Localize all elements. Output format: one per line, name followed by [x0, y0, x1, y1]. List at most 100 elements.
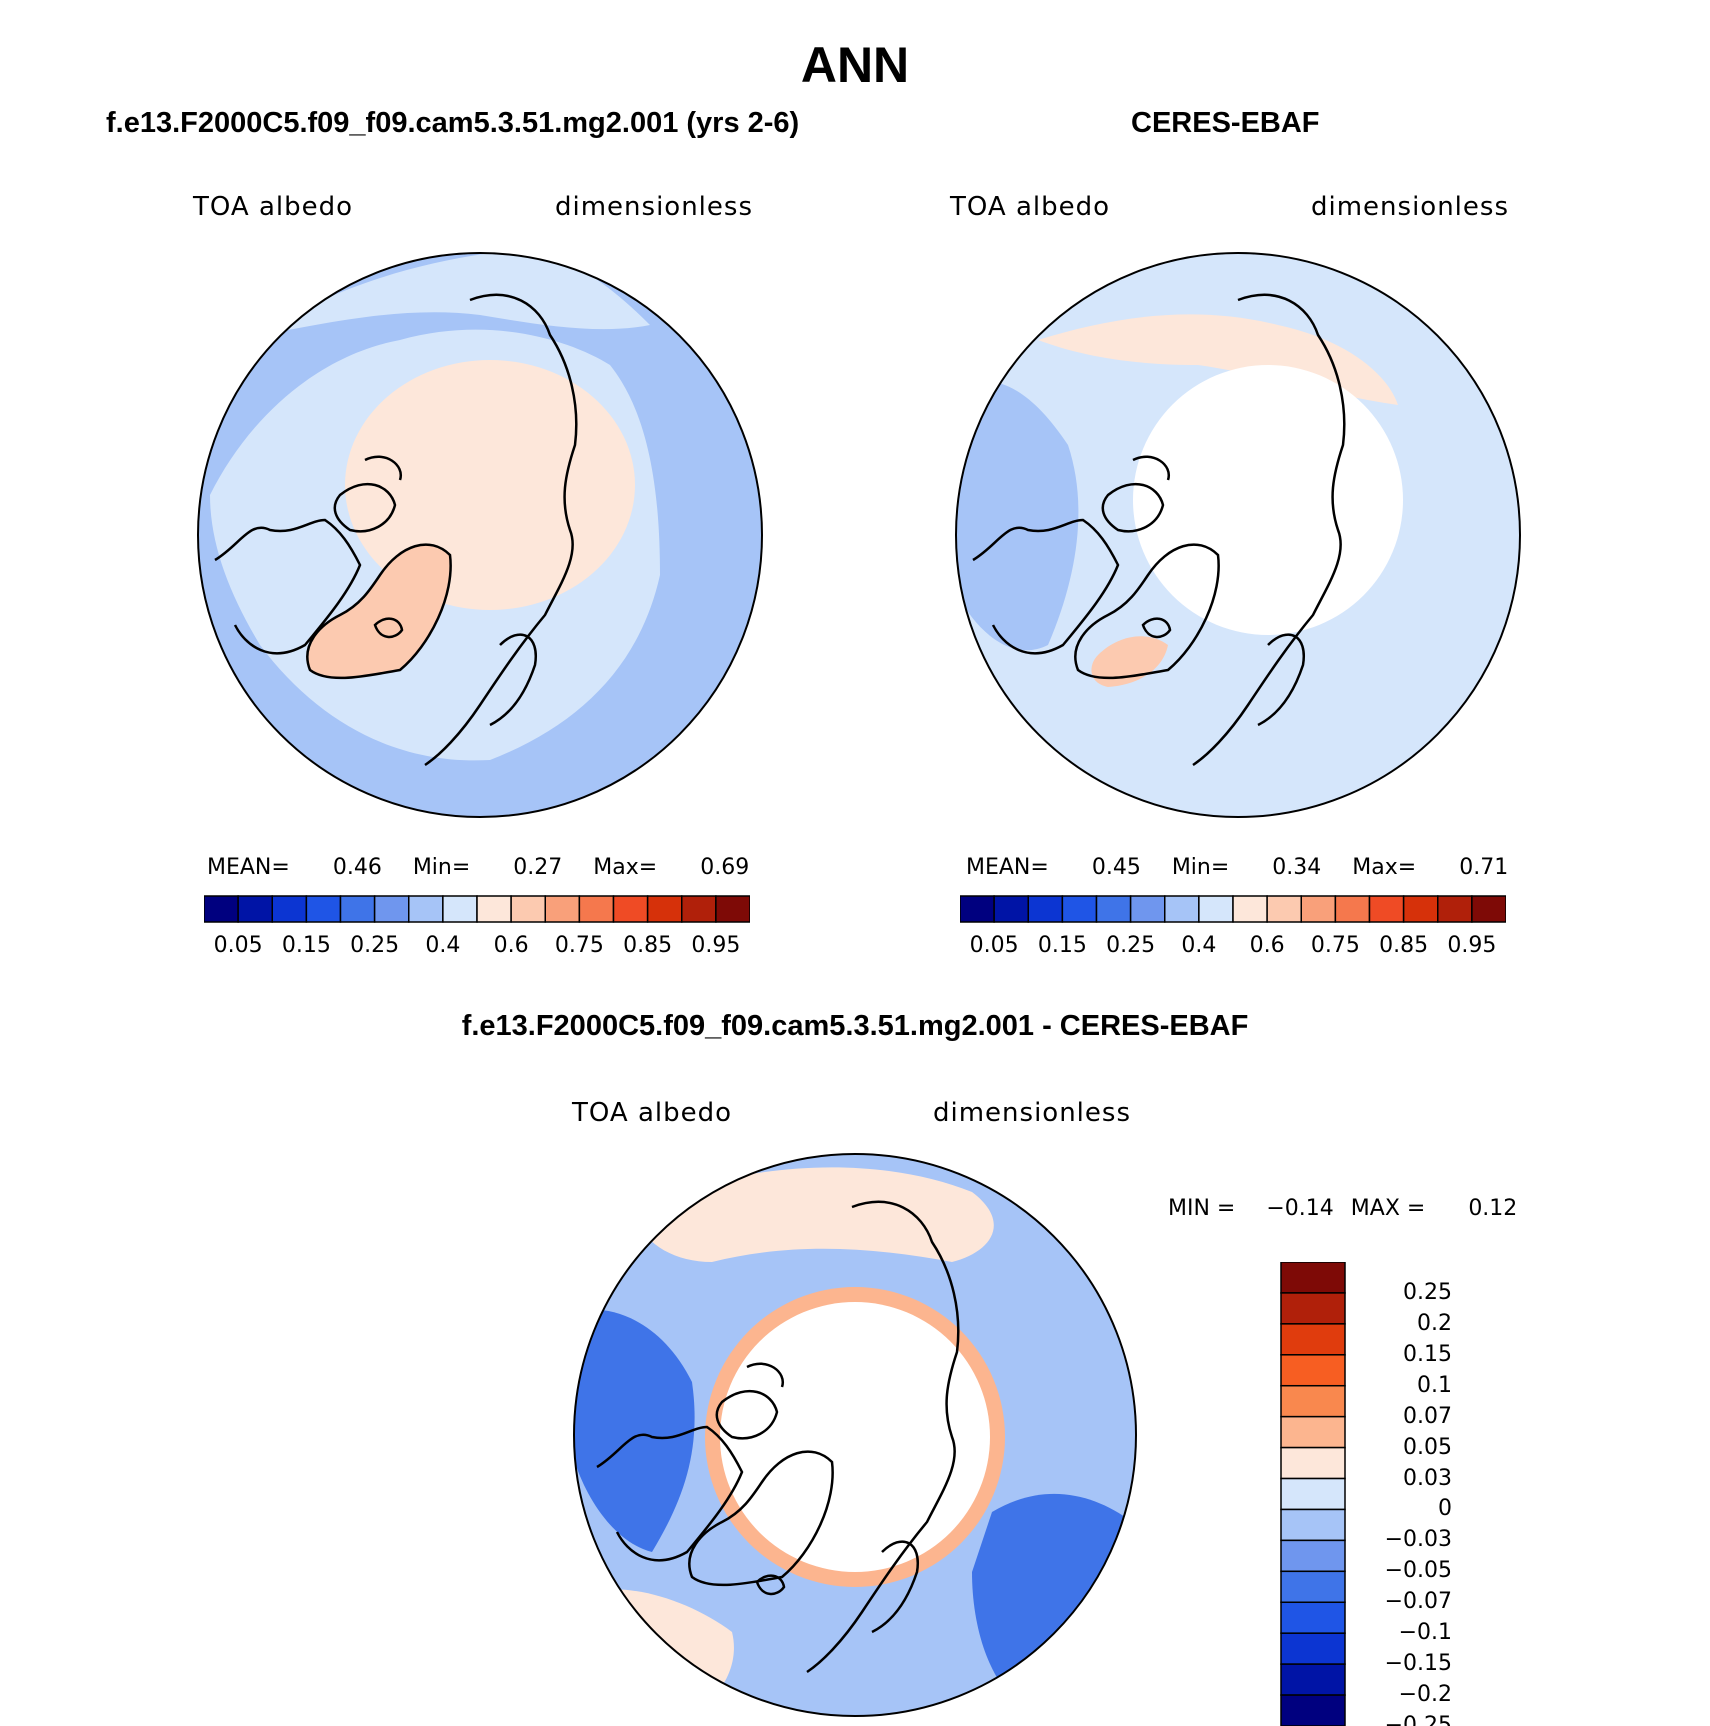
colorbar-tick-label: −0.15	[1384, 1651, 1452, 1677]
colorbar-swatch	[1300, 895, 1337, 923]
diff-stats: MIN = −0.14 MAX = 0.12	[1168, 1196, 1517, 1221]
diff-colorbar	[1280, 1262, 1346, 1726]
coastline-north-america	[596, 1425, 744, 1562]
greenland-fill	[307, 544, 451, 678]
map-fill-west-strong	[574, 1309, 695, 1552]
colorbar-swatch	[442, 895, 478, 923]
colorbar-tick-label: 0.6	[1249, 933, 1285, 958]
colorbar-swatch	[204, 895, 239, 923]
colorbar-swatch	[1280, 1694, 1346, 1726]
diff-colorbar-labels: 0.25 0.2 0.15 0.1 0.07 0.05 0.03 0 −0.03 −0.05 −0.…	[1350, 1262, 1470, 1726]
colorbar-swatch	[646, 895, 683, 923]
coastline-eurasia	[424, 293, 578, 767]
obs-colorbar-labels: 0.05 0.15 0.25 0.4 0.6 0.75 0.85 0.95	[960, 933, 1506, 963]
colorbar-tick-label: −0.2	[1398, 1682, 1452, 1708]
coastline-archipelago	[715, 1362, 784, 1440]
coastline-scandinavia	[1257, 633, 1306, 727]
map-fill-north-positive	[632, 1167, 994, 1262]
obs-variable-label: TOA albedo	[950, 192, 1111, 222]
colorbar-swatch	[1402, 895, 1439, 923]
obs-stats: MEAN= 0.45 Min= 0.34 Max= 0.71	[966, 855, 1508, 880]
colorbar-tick-label: 0.1	[1417, 1372, 1452, 1398]
model-max-value: 0.69	[700, 855, 750, 880]
colorbar-tick-label: 0.6	[493, 933, 529, 958]
coastline-archipelago	[1101, 455, 1170, 533]
colorbar-tick-label: 0.75	[1310, 933, 1360, 958]
obs-units-label: dimensionless	[1311, 192, 1509, 222]
map-fill-nodata	[720, 1302, 990, 1572]
colorbar-swatch	[1471, 895, 1506, 923]
colorbar-tick-label: −0.03	[1384, 1527, 1452, 1553]
colorbar-tick-label: −0.07	[1384, 1589, 1452, 1615]
colorbar-tick-label: 0	[1438, 1496, 1452, 1522]
colorbar-tick-label: 0.15	[1037, 933, 1087, 958]
colorbar-tick-label: 0.4	[1181, 933, 1217, 958]
colorbar-tick-label: 0.75	[554, 933, 604, 958]
colorbar-swatch	[373, 895, 410, 923]
coastline-greenland	[1074, 543, 1220, 680]
diff-panel-title: f.e13.F2000C5.f09_f09.cam5.3.51.mg2.001 …	[461, 1010, 1249, 1042]
map-fill-nodata	[1133, 365, 1403, 635]
model-colorbar-labels: 0.05 0.15 0.25 0.4 0.6 0.75 0.85 0.95	[204, 933, 750, 963]
colorbar-tick-label: −0.1	[1398, 1620, 1452, 1646]
obs-min-value: 0.34	[1272, 855, 1322, 880]
colorbar-tick-label: 0.15	[1403, 1341, 1452, 1367]
obs-max-label: Max=	[1352, 855, 1417, 880]
obs-mean-value: 0.45	[1091, 855, 1141, 880]
coastline-iceland	[755, 1574, 786, 1596]
model-units-label: dimensionless	[555, 192, 753, 222]
colorbar-swatch	[1280, 1539, 1346, 1573]
map-fill-west	[956, 381, 1079, 651]
model-min-value: 0.27	[513, 855, 563, 880]
map-boundary	[197, 252, 763, 818]
model-mean-label: MEAN=	[207, 855, 290, 880]
model-stats: MEAN= 0.46 Min= 0.27 Max= 0.69	[207, 855, 749, 880]
model-colorbar	[204, 895, 750, 923]
colorbar-swatch	[1198, 895, 1234, 923]
obs-colorbar	[960, 895, 1506, 923]
map-fill-east-strong	[972, 1493, 1132, 1712]
colorbar-tick-label: 0.05	[1403, 1434, 1452, 1460]
colorbar-swatch	[476, 895, 512, 923]
obs-panel-title: CERES-EBAF	[1131, 107, 1320, 139]
coastline-north-america	[214, 518, 362, 655]
diff-max-value: 0.12	[1468, 1196, 1518, 1221]
map-boundary	[573, 1153, 1137, 1717]
colorbar-swatch	[1164, 895, 1200, 923]
coastline-greenland	[306, 543, 452, 680]
obs-max-value: 0.71	[1459, 855, 1509, 880]
colorbar-swatch	[1280, 1354, 1346, 1387]
colorbar-swatch	[960, 895, 995, 923]
colorbar-tick-label: 0.07	[1403, 1403, 1452, 1429]
colorbar-swatch	[1334, 895, 1371, 923]
colorbar-swatch	[339, 895, 376, 923]
diff-max-label: MAX =	[1350, 1196, 1426, 1221]
colorbar-swatch	[1437, 895, 1473, 923]
colorbar-swatch	[1280, 1508, 1346, 1542]
colorbar-tick-label: −0.05	[1384, 1558, 1452, 1584]
diff-units-label: dimensionless	[933, 1098, 1131, 1128]
colorbar-tick-label: 0.25	[350, 933, 400, 958]
colorbar-swatch	[1280, 1570, 1346, 1604]
colorbar-swatch	[1280, 1292, 1346, 1325]
colorbar-swatch	[237, 895, 273, 923]
colorbar-tick-label: 0.25	[1403, 1279, 1452, 1305]
colorbar-swatch	[1232, 895, 1268, 923]
colorbar-tick-label: 0.2	[1417, 1310, 1452, 1336]
model-mean-value: 0.46	[332, 855, 382, 880]
colorbar-swatch	[544, 895, 581, 923]
model-polar-map	[197, 252, 763, 818]
model-panel-title: f.e13.F2000C5.f09_f09.cam5.3.51.mg2.001 …	[106, 107, 800, 139]
map-boundary	[955, 252, 1521, 818]
diff-polar-map	[573, 1153, 1137, 1717]
model-max-label: Max=	[593, 855, 658, 880]
colorbar-swatch	[1266, 895, 1302, 923]
figure-title: ANN	[800, 37, 910, 93]
coastline-scandinavia	[871, 1540, 920, 1634]
colorbar-swatch	[1280, 1384, 1346, 1418]
map-fill-topband	[260, 253, 650, 335]
colorbar-swatch	[1280, 1446, 1346, 1480]
colorbar-swatch	[1129, 895, 1166, 923]
colorbar-tick-label: 0.03	[1403, 1465, 1452, 1491]
